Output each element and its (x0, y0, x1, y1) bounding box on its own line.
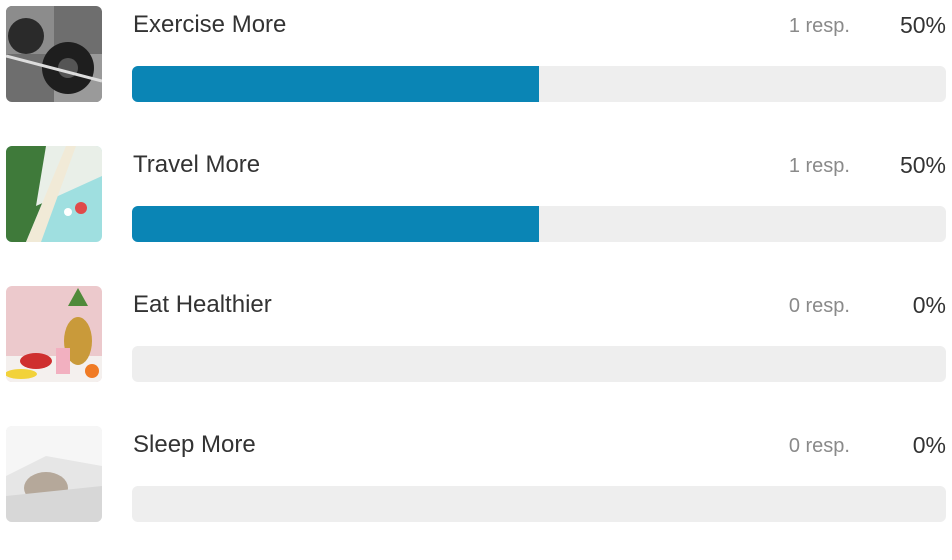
poll-option: Eat Healthier 0 resp. 0% (0, 280, 952, 420)
percent-label: 50% (900, 150, 946, 180)
progress-track (132, 206, 946, 242)
percent-label: 0% (913, 430, 946, 460)
thumbnail-sleep (6, 426, 102, 522)
option-label: Travel More (133, 150, 260, 180)
progress-fill (132, 206, 539, 242)
percent-label: 50% (900, 10, 946, 40)
progress-fill (132, 66, 539, 102)
option-image (6, 146, 102, 242)
thumbnail-food (6, 286, 102, 382)
progress-track (132, 66, 946, 102)
response-count: 0 resp. (789, 432, 850, 460)
option-image (6, 6, 102, 102)
percent-label: 0% (913, 290, 946, 320)
thumbnail-travel (6, 146, 102, 242)
response-count: 1 resp. (789, 12, 850, 40)
progress-track (132, 346, 946, 382)
progress-track (132, 486, 946, 522)
option-label: Exercise More (133, 10, 286, 40)
response-count: 0 resp. (789, 292, 850, 320)
option-image (6, 286, 102, 382)
poll-results: Exercise More 1 resp. 50% Travel More 1 res… (0, 0, 952, 519)
poll-option: Sleep More 0 resp. 0% (0, 420, 952, 560)
poll-option: Exercise More 1 resp. 50% (0, 0, 952, 140)
option-image (6, 426, 102, 522)
option-label: Eat Healthier (133, 290, 272, 320)
thumbnail-exercise (6, 6, 102, 102)
poll-option: Travel More 1 resp. 50% (0, 140, 952, 280)
response-count: 1 resp. (789, 152, 850, 180)
option-label: Sleep More (133, 430, 256, 460)
